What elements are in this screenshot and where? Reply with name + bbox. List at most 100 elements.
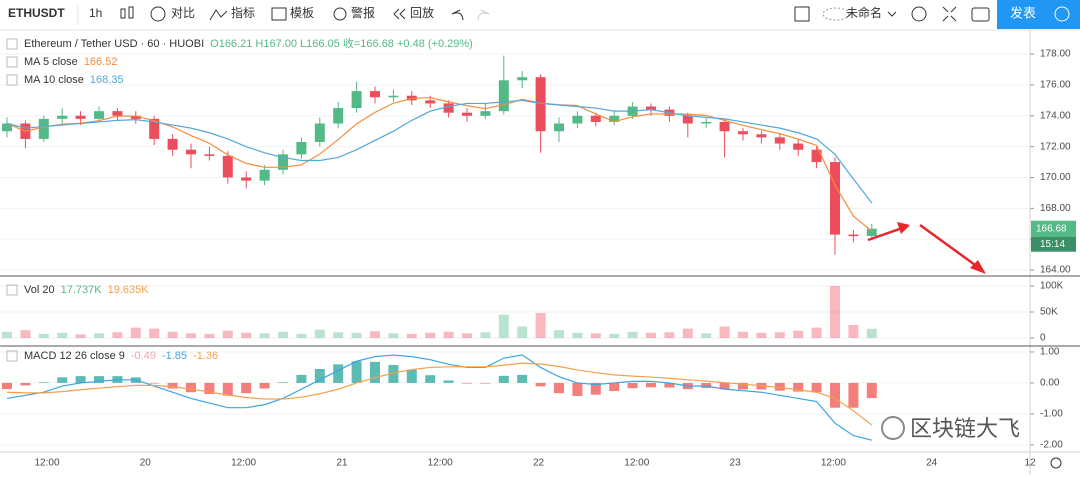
volume-bar [222, 330, 233, 339]
volume-bar [627, 331, 638, 339]
publish[interactable]: 发表 [1010, 5, 1036, 20]
volume-bar [498, 314, 509, 339]
macd-bar [811, 382, 822, 393]
legend-value: 166.52 [84, 56, 118, 68]
templates[interactable]: 模板 [290, 6, 314, 20]
candle-body [774, 137, 785, 144]
legend-value: -1.36 [193, 350, 218, 362]
macd-bar [38, 382, 49, 383]
macd-bar [664, 382, 675, 388]
settings-icon[interactable] [911, 6, 927, 22]
replay[interactable]: 回放 [410, 5, 434, 20]
volume-bar [333, 332, 344, 339]
y-tick-label: -1.00 [1040, 409, 1063, 420]
cloud-icon[interactable] [822, 7, 850, 21]
x-tick-label: 12:00 [821, 458, 846, 469]
x-tick-label: 12 [1024, 458, 1036, 469]
candle-body [388, 95, 399, 98]
volume-bar [57, 332, 68, 339]
legend-value: -1.85 [162, 350, 187, 362]
redo-icon[interactable] [477, 9, 490, 21]
volume-bar [664, 332, 675, 339]
macd-bar [351, 361, 362, 383]
volume-bar [756, 332, 767, 339]
macd-bar [149, 382, 160, 384]
macd-bar [20, 382, 31, 386]
y-tick-label: 0.00 [1040, 378, 1060, 389]
candle-body [682, 115, 693, 124]
dropdown[interactable] [887, 11, 897, 17]
expand-icon[interactable] [942, 6, 957, 22]
volume-bar [480, 332, 491, 339]
candle-body [609, 115, 620, 122]
compare[interactable]: 对比 [171, 6, 195, 20]
x-tick-label: 21 [336, 458, 348, 469]
x-tick-label: 12:00 [34, 458, 59, 469]
volume-bar [20, 330, 31, 339]
legend-value: 168.35 [90, 74, 124, 86]
volume-bar [351, 332, 362, 339]
undo-icon[interactable] [451, 9, 464, 21]
legend-name: MACD 12 26 close 9 [24, 350, 125, 362]
candle-body [204, 154, 215, 156]
ohlc-values: O166.21 H167.00 L166.05 收=166.68 +0.48 (… [210, 36, 473, 50]
candle-body [370, 91, 380, 98]
candle-body [149, 118, 160, 139]
candle-body [425, 100, 436, 104]
layout-name[interactable]: 未命名 [846, 5, 882, 20]
x-tick-label: 12:00 [428, 458, 453, 469]
volume-bar [75, 334, 86, 339]
candle-body [112, 111, 123, 116]
volume-bar [38, 333, 49, 339]
macd-bar [719, 382, 730, 390]
x-tick-label: 22 [533, 458, 545, 469]
macd-bar [204, 382, 215, 395]
candle-body [296, 142, 307, 155]
volume-bar [609, 333, 620, 339]
legend-value: 19.635K [108, 284, 150, 296]
toolbar [0, 0, 1080, 30]
candle-body [590, 115, 601, 122]
candle-icon[interactable] [120, 6, 134, 19]
volume-bar [866, 328, 877, 339]
arrow-head [970, 260, 986, 274]
alert[interactable]: 警报 [351, 5, 375, 20]
snapshot-icon[interactable] [971, 7, 990, 22]
compare-icon[interactable] [150, 6, 166, 22]
indicators[interactable]: 指标 [231, 5, 255, 20]
macd-bar [866, 382, 877, 399]
volume-bar [406, 333, 417, 339]
candle-body [222, 155, 233, 178]
volume-bar [167, 331, 178, 339]
collapse-toggle [6, 74, 18, 86]
indicator-icon[interactable] [209, 9, 228, 21]
macd-bar [314, 368, 325, 383]
last-price-box [1031, 220, 1076, 237]
candle-body [57, 115, 68, 119]
fullscreen-box[interactable] [794, 6, 810, 22]
play-icon[interactable] [1054, 6, 1070, 22]
candle-body [554, 123, 564, 132]
volume-bar [149, 328, 160, 339]
candle-body [848, 234, 859, 237]
symbol[interactable]: ETHUSDT [8, 6, 65, 20]
replay-icon[interactable] [393, 8, 406, 20]
candle-body [167, 138, 178, 150]
alert-icon[interactable] [333, 7, 347, 21]
volume-bar [2, 331, 12, 339]
macd-bar [480, 382, 491, 384]
y-tick-label: 100K [1040, 281, 1064, 292]
volume-bar [572, 332, 583, 339]
macd-bar [627, 382, 638, 389]
macd-bar [222, 382, 233, 396]
macd-bar [406, 369, 417, 383]
macd-bar [57, 377, 68, 383]
countdown: 15:14 [1040, 239, 1065, 250]
volume-bar [186, 333, 196, 339]
candle-body [756, 134, 767, 138]
macd-bar [296, 374, 307, 383]
publish-button[interactable] [997, 0, 1080, 29]
axis-settings-icon[interactable] [1050, 457, 1062, 469]
interval[interactable]: 1h [89, 6, 102, 20]
template-icon[interactable] [271, 7, 287, 21]
